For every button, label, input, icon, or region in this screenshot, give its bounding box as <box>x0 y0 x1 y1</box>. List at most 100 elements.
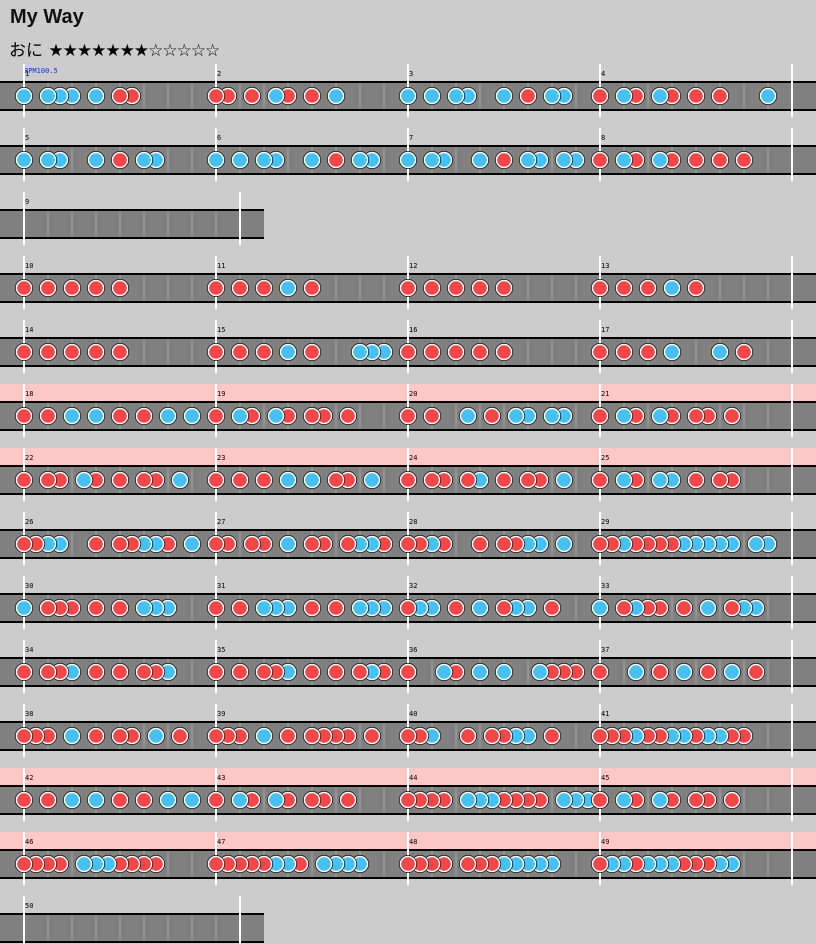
don-note <box>447 279 465 297</box>
don-note <box>15 407 33 425</box>
don-note <box>303 343 321 361</box>
measure-number: 2 <box>217 70 221 78</box>
ka-note <box>159 791 177 809</box>
don-note <box>111 663 129 681</box>
note-outline <box>446 598 466 618</box>
don-note <box>207 855 225 873</box>
ka-note <box>627 663 645 681</box>
ka-note <box>759 87 777 105</box>
ka-note <box>63 727 81 745</box>
note-outline <box>14 726 34 746</box>
ka-note <box>423 87 441 105</box>
note-outline <box>686 790 706 810</box>
don-note <box>303 279 321 297</box>
measure-number: 11 <box>217 262 225 270</box>
don-note <box>459 471 477 489</box>
note-outline <box>470 598 490 618</box>
don-note <box>687 791 705 809</box>
note-outline <box>206 726 226 746</box>
don-note <box>399 791 417 809</box>
don-note <box>471 535 489 553</box>
don-note <box>111 727 129 745</box>
note-outline <box>110 598 130 618</box>
note-outline <box>542 726 562 746</box>
note-outline <box>266 406 286 426</box>
don-note <box>207 535 225 553</box>
don-note <box>15 855 33 873</box>
measure-number: 7 <box>409 134 413 142</box>
measure-number: 16 <box>409 326 417 334</box>
note-outline <box>230 406 250 426</box>
measure-number: 18 <box>25 390 33 398</box>
don-note <box>495 535 513 553</box>
don-note <box>111 599 129 617</box>
note-outline <box>86 726 106 746</box>
ka-note <box>591 599 609 617</box>
note-outline <box>326 598 346 618</box>
don-note <box>687 407 705 425</box>
note-outline <box>86 278 106 298</box>
don-note <box>111 279 129 297</box>
don-note <box>135 663 153 681</box>
ka-note <box>423 151 441 169</box>
ka-note <box>39 151 57 169</box>
note-outline <box>302 534 322 554</box>
don-note <box>15 535 33 553</box>
note-outline <box>482 406 502 426</box>
measure-number: 47 <box>217 838 225 846</box>
ka-note <box>435 663 453 681</box>
don-note <box>711 87 729 105</box>
note-outline <box>398 790 418 810</box>
don-note <box>303 727 321 745</box>
ka-note <box>75 855 93 873</box>
ka-note <box>651 471 669 489</box>
note-outline <box>590 662 610 682</box>
don-note <box>303 663 321 681</box>
note-outline <box>86 662 106 682</box>
note-outline <box>254 598 274 618</box>
note-outline <box>86 150 106 170</box>
don-note <box>495 471 513 489</box>
note-outline <box>614 342 634 362</box>
note-outline <box>710 86 730 106</box>
ka-note <box>651 151 669 169</box>
note-outline <box>398 470 418 490</box>
note-outline <box>350 342 370 362</box>
note-outline <box>206 662 226 682</box>
note-outline <box>302 342 322 362</box>
note-outline <box>254 662 274 682</box>
don-note <box>39 279 57 297</box>
don-note <box>399 343 417 361</box>
don-note <box>495 343 513 361</box>
note-outline <box>650 470 670 490</box>
don-note <box>207 791 225 809</box>
note-outline <box>326 470 346 490</box>
don-note <box>255 279 273 297</box>
measure-number: 9 <box>25 198 29 206</box>
note-outline <box>278 534 298 554</box>
don-note <box>135 471 153 489</box>
measure-number: 14 <box>25 326 33 334</box>
measure-number: 43 <box>217 774 225 782</box>
don-note <box>303 599 321 617</box>
don-note <box>447 599 465 617</box>
don-note <box>207 343 225 361</box>
note-outline <box>398 854 418 874</box>
note-outline <box>518 470 538 490</box>
note-outline <box>350 150 370 170</box>
ka-note <box>459 791 477 809</box>
note-outline <box>518 150 538 170</box>
ka-note <box>15 87 33 105</box>
don-note <box>351 663 369 681</box>
note-outline <box>734 342 754 362</box>
note-outline <box>14 790 34 810</box>
note-outline <box>710 342 730 362</box>
don-note <box>39 343 57 361</box>
don-note <box>471 343 489 361</box>
don-note <box>687 151 705 169</box>
note-outline <box>710 150 730 170</box>
don-note <box>15 343 33 361</box>
note-outline <box>278 470 298 490</box>
measure-number: 37 <box>601 646 609 654</box>
